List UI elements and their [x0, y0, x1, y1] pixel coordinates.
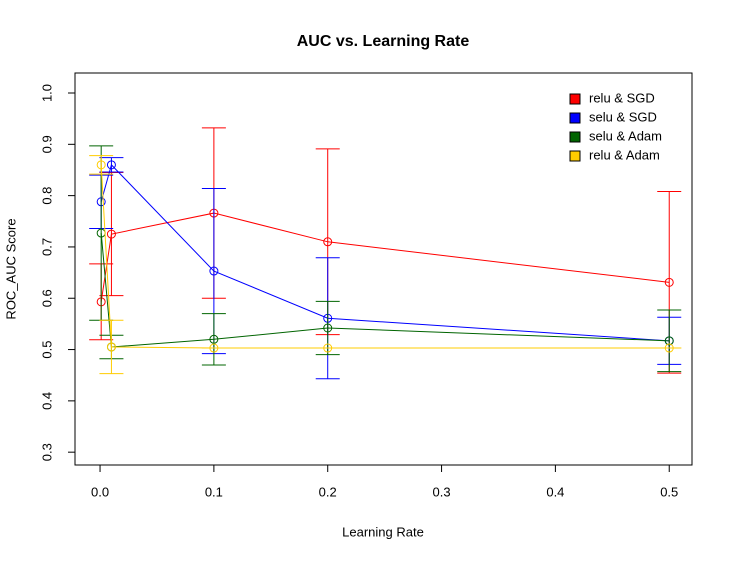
y-axis-label: ROC_AUC Score — [3, 218, 18, 319]
data-point — [96, 160, 106, 170]
legend-label: relu & Adam — [589, 147, 660, 162]
chart-title: AUC vs. Learning Rate — [297, 33, 470, 50]
y-tick-label: 0.3 — [39, 443, 54, 461]
data-point — [209, 334, 219, 344]
x-tick-label: 0.0 — [91, 484, 109, 499]
data-point — [664, 343, 674, 353]
x-tick-label: 0.2 — [319, 484, 337, 499]
data-point — [106, 229, 116, 239]
legend-swatch — [569, 131, 581, 143]
plot-frame — [74, 72, 693, 466]
x-tick-label: 0.5 — [660, 484, 678, 499]
data-point — [664, 336, 674, 346]
data-point — [323, 323, 333, 333]
y-tick-label: 0.9 — [39, 135, 54, 153]
legend-label: selu & Adam — [589, 128, 662, 143]
legend-label: selu & SGD — [589, 109, 657, 124]
y-tick-label: 0.6 — [39, 289, 54, 307]
data-point — [209, 266, 219, 276]
data-point — [106, 342, 116, 352]
y-tick-label: 0.7 — [39, 238, 54, 256]
data-point — [323, 343, 333, 353]
legend-label: relu & SGD — [589, 90, 655, 105]
legend-swatch — [569, 112, 581, 124]
x-axis-label: Learning Rate — [342, 524, 424, 539]
x-tick-label: 0.4 — [546, 484, 564, 499]
data-point — [106, 160, 116, 170]
legend-swatch — [569, 93, 581, 105]
data-point — [209, 343, 219, 353]
x-tick-label: 0.3 — [433, 484, 451, 499]
data-point — [664, 277, 674, 287]
x-tick-label: 0.1 — [205, 484, 223, 499]
y-tick-label: 0.8 — [39, 187, 54, 205]
legend-swatch — [569, 150, 581, 162]
y-tick-label: 1.0 — [39, 84, 54, 102]
y-tick-label: 0.5 — [39, 341, 54, 359]
y-tick-label: 0.4 — [39, 392, 54, 410]
data-point — [323, 237, 333, 247]
